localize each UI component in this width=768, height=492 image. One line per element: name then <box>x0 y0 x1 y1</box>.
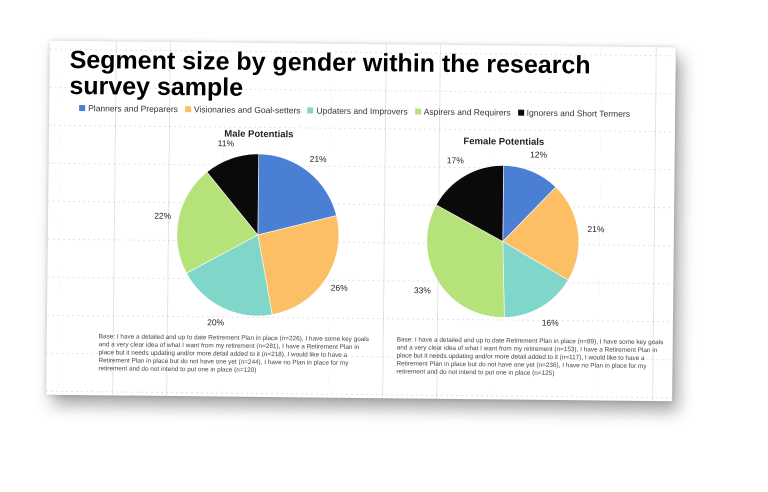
male-slice-0 <box>257 153 337 236</box>
male-slice-1 <box>257 215 340 315</box>
male-base-note: Base: I have a detailed and up to date R… <box>98 333 369 374</box>
male-slice-label-3: 22% <box>154 211 172 221</box>
male-slice-label-4: 11% <box>218 138 235 148</box>
female-slice-3 <box>426 204 505 318</box>
pie-charts: Male Potentials 21% 26% 20% 22% 11% Female P… <box>154 129 605 328</box>
female-slice-2 <box>502 240 569 318</box>
slide: Segment size by gender within the resear… <box>46 40 676 402</box>
female-slice-label-2: 16% <box>542 318 560 328</box>
male-slice-label-0: 21% <box>310 154 328 164</box>
male-slice-label-1: 26% <box>331 283 349 293</box>
female-slice-4 <box>435 165 504 242</box>
male-chart-title: Male Potentials <box>224 129 293 141</box>
female-slice-1 <box>502 186 580 281</box>
female-slice-label-1: 21% <box>587 224 605 234</box>
female-slice-label-4: 17% <box>447 155 465 165</box>
female-slice-label-0: 12% <box>530 149 548 159</box>
female-pie: 12% 21% 16% 33% 17% <box>414 149 605 328</box>
male-slice-2 <box>186 234 273 317</box>
female-chart-title: Female Potentials <box>463 136 544 148</box>
female-base-note: Base: I have a detailed and up to date R… <box>396 336 664 378</box>
female-slice-label-3: 33% <box>414 285 432 295</box>
male-slice-3 <box>176 171 259 274</box>
male-slice-label-2: 20% <box>207 317 225 327</box>
male-pie: 21% 26% 20% 22% 11% <box>154 138 349 327</box>
male-slice-4 <box>206 153 259 236</box>
